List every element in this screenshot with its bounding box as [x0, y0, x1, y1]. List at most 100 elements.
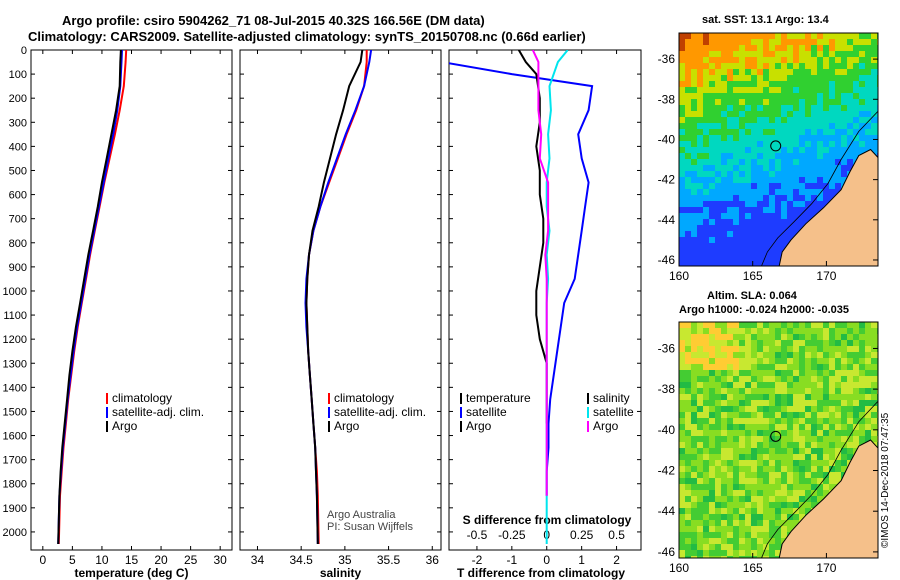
map-cell — [679, 358, 685, 364]
map-cell — [775, 141, 781, 147]
map-cell — [679, 171, 685, 177]
map-cell — [841, 466, 847, 472]
map-cell — [871, 135, 877, 141]
map-cell — [757, 81, 763, 87]
x-tick-label: 170 — [816, 561, 836, 575]
map-cell — [745, 51, 751, 57]
map-cell — [697, 334, 703, 340]
map-cell — [697, 237, 703, 243]
map-cell — [727, 424, 733, 430]
map-cell — [841, 406, 847, 412]
map-cell — [739, 117, 745, 123]
map-cell — [739, 123, 745, 129]
map-cell — [775, 225, 781, 231]
map-cell — [733, 514, 739, 520]
map-cell — [697, 207, 703, 213]
map-cell — [769, 219, 775, 225]
map-cell — [733, 340, 739, 346]
map-cell — [733, 219, 739, 225]
map-cell — [781, 412, 787, 418]
map-cell — [757, 436, 763, 442]
map-cell — [829, 346, 835, 352]
map-cell — [733, 430, 739, 436]
map-cell — [691, 111, 697, 117]
map-cell — [787, 454, 793, 460]
map-cell — [697, 514, 703, 520]
map-cell — [763, 376, 769, 382]
map-cell — [751, 364, 757, 370]
map-cell — [703, 520, 709, 526]
map-cell — [871, 87, 877, 93]
map-cell — [685, 147, 691, 153]
map-cell — [745, 249, 751, 255]
map-cell — [775, 472, 781, 478]
map-cell — [829, 69, 835, 75]
map-cell — [757, 496, 763, 502]
map-cell — [835, 472, 841, 478]
map-cell — [799, 388, 805, 394]
map-cell — [721, 183, 727, 189]
map-cell — [793, 135, 799, 141]
map-cell — [751, 219, 757, 225]
map-cell — [691, 33, 697, 39]
map-cell — [709, 45, 715, 51]
map-cell — [841, 93, 847, 99]
y-tick-label: 100 — [9, 69, 27, 81]
y-tick-label: 800 — [9, 238, 27, 250]
map-cell — [835, 105, 841, 111]
map-cell — [703, 502, 709, 508]
map-cell — [733, 556, 739, 558]
legend-entry: salinity — [593, 391, 630, 405]
map-cell — [751, 406, 757, 412]
map-cell — [787, 153, 793, 159]
map-cell — [805, 195, 811, 201]
y-tick-label: 1900 — [3, 503, 27, 515]
map-cell — [739, 520, 745, 526]
map-cell — [757, 550, 763, 556]
map-cell — [799, 460, 805, 466]
map-cell — [727, 544, 733, 550]
map-cell — [691, 207, 697, 213]
map-cell — [715, 364, 721, 370]
map-cell — [799, 346, 805, 352]
map-cell — [787, 171, 793, 177]
map-cell — [721, 147, 727, 153]
map-cell — [679, 502, 685, 508]
map-cell — [745, 159, 751, 165]
map-cell — [697, 412, 703, 418]
map-cell — [811, 177, 817, 183]
map-cell — [715, 550, 721, 556]
map-cell — [715, 129, 721, 135]
map-cell — [823, 171, 829, 177]
map-cell — [733, 189, 739, 195]
map-cell — [703, 436, 709, 442]
map-cell — [757, 394, 763, 400]
map-cell — [721, 418, 727, 424]
map-cell — [715, 544, 721, 550]
map-cell — [763, 454, 769, 460]
map-cell — [751, 177, 757, 183]
map-cell — [757, 141, 763, 147]
map-cell — [805, 484, 811, 490]
map-cell — [751, 424, 757, 430]
map-cell — [763, 538, 769, 544]
map-cell — [847, 406, 853, 412]
map-cell — [679, 87, 685, 93]
map-cell — [715, 448, 721, 454]
map-cell — [745, 93, 751, 99]
map-cell — [823, 75, 829, 81]
map-cell — [787, 237, 793, 243]
map-cell — [763, 340, 769, 346]
map-cell — [841, 117, 847, 123]
map-cell — [841, 165, 847, 171]
map-cell — [733, 490, 739, 496]
map-cell — [841, 123, 847, 129]
map-cell — [853, 412, 859, 418]
map-cell — [829, 81, 835, 87]
map-cell — [769, 466, 775, 472]
map-cell — [709, 123, 715, 129]
map-cell — [679, 364, 685, 370]
map-cell — [679, 165, 685, 171]
map-cell — [703, 376, 709, 382]
map-cell — [811, 448, 817, 454]
